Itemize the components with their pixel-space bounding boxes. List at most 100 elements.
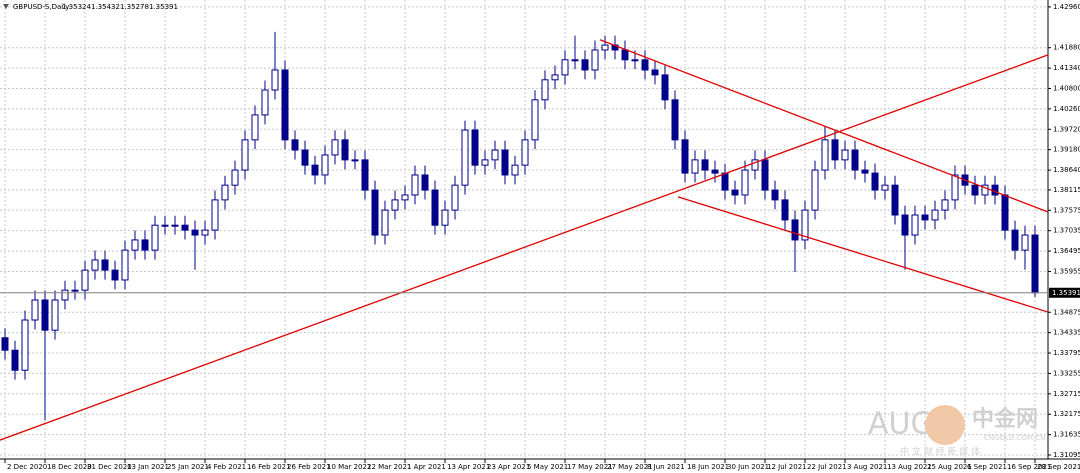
symbol: GBPUSD-S,Daily xyxy=(13,3,69,11)
y-tick-label: 1.33255 xyxy=(1053,369,1080,377)
x-tick-label: 13 Apr 2021 xyxy=(447,463,490,471)
x-tick-label: 17 May 2021 xyxy=(567,463,613,471)
candle-body xyxy=(601,44,609,51)
y-tick-label: 1.41340 xyxy=(1053,64,1080,72)
trendline xyxy=(599,39,1049,213)
candle-body xyxy=(701,159,709,171)
candle-body xyxy=(281,69,289,141)
x-tick-label: 26 Feb 2021 xyxy=(287,463,331,471)
x-tick-label: 6 Sep 2021 xyxy=(967,463,1007,471)
candle-body xyxy=(631,59,639,62)
candle-body xyxy=(421,174,429,191)
x-tick-label: 22 Mar 2021 xyxy=(367,463,411,471)
candle-body xyxy=(501,149,509,176)
y-tick-label: 1.38115 xyxy=(1053,186,1080,194)
header-value: 1.35278 xyxy=(120,3,149,11)
candle-body xyxy=(71,289,79,292)
x-tick-label: 8 Jun 2021 xyxy=(647,463,685,471)
candle-body xyxy=(121,249,129,281)
x-tick-label: 2 Dec 2020 xyxy=(7,463,47,471)
y-tick-label: 1.42960 xyxy=(1053,3,1080,11)
x-tick-label: 5 May 2021 xyxy=(527,463,568,471)
x-tick-label: 25 Aug 2021 xyxy=(927,463,972,471)
candle-body xyxy=(391,199,399,211)
candle-body xyxy=(561,59,569,76)
candle-body xyxy=(901,214,909,236)
candle-body xyxy=(231,169,239,186)
candle-body xyxy=(921,214,929,221)
candle-body xyxy=(751,159,759,171)
y-tick-label: 1.32175 xyxy=(1053,410,1080,418)
candle-body xyxy=(341,139,349,161)
y-tick-label: 1.37575 xyxy=(1053,206,1080,214)
y-tick-label: 1.33795 xyxy=(1053,349,1080,357)
candle-body xyxy=(331,139,339,156)
candle-body xyxy=(201,229,209,236)
x-tick-label: 18 Dec 2020 xyxy=(47,463,92,471)
candle-body xyxy=(841,149,849,161)
y-tick-label: 1.39720 xyxy=(1053,125,1080,133)
x-tick-label: 12 Jul 2021 xyxy=(767,463,807,471)
candle-body xyxy=(711,169,719,174)
candle-body xyxy=(401,194,409,201)
candle-body xyxy=(1031,234,1039,294)
candle-body xyxy=(131,239,139,251)
last-price-box xyxy=(1049,287,1080,298)
candle-body xyxy=(461,129,469,186)
x-tick-label: 1 Apr 2021 xyxy=(407,463,446,471)
candle-body xyxy=(471,129,479,166)
candle-body xyxy=(351,159,359,162)
candle-body xyxy=(21,319,29,371)
x-tick-label: 22 Jul 2021 xyxy=(807,463,847,471)
candle-body xyxy=(31,299,39,321)
candle-body xyxy=(911,214,919,236)
candle-body xyxy=(881,184,889,191)
candle-body xyxy=(771,189,779,201)
candle-body xyxy=(51,299,59,331)
candle-body xyxy=(691,159,699,174)
x-tick-label: 27 May 2021 xyxy=(607,463,653,471)
candle-body xyxy=(581,59,589,71)
candle-body xyxy=(211,199,219,231)
candle-body xyxy=(431,189,439,226)
candle-body xyxy=(971,184,979,196)
candle-body xyxy=(151,224,159,251)
y-tick-label: 1.40800 xyxy=(1053,84,1080,92)
candle-body xyxy=(111,269,119,281)
y-tick-label: 1.34875 xyxy=(1053,308,1080,316)
x-tick-label: 3 Aug 2021 xyxy=(847,463,887,471)
candle-body xyxy=(981,184,989,196)
watermark-slogan: 中 文 财 经 新 媒 体 xyxy=(900,446,980,458)
header-value: 1.35391 xyxy=(149,3,178,11)
candle-body xyxy=(721,172,729,191)
trendline xyxy=(0,54,1049,441)
candle-body xyxy=(141,239,149,251)
candle-body xyxy=(731,189,739,196)
candle-body xyxy=(851,149,859,171)
candle-body xyxy=(781,199,789,221)
y-tick-label: 1.32715 xyxy=(1053,390,1080,398)
x-tick-label: 10 Mar 2021 xyxy=(327,463,371,471)
candle-body xyxy=(1021,234,1029,251)
candle-body xyxy=(891,184,899,216)
candle-body xyxy=(181,224,189,231)
candle-body xyxy=(451,184,459,211)
candle-body xyxy=(171,224,179,227)
candle-body xyxy=(321,154,329,176)
y-tick-label: 1.36495 xyxy=(1053,247,1080,255)
candle-body xyxy=(831,139,839,161)
candle-body xyxy=(641,59,649,71)
x-tick-label: 18 Jun 2021 xyxy=(687,463,729,471)
candle-body xyxy=(441,209,449,226)
candle-body xyxy=(671,99,679,141)
candle-body xyxy=(61,289,69,301)
y-tick-label: 1.35955 xyxy=(1053,267,1080,275)
header-value: 1.35324 xyxy=(62,3,91,11)
y-tick-label: 1.31095 xyxy=(1053,451,1080,459)
candle-body xyxy=(381,209,389,236)
x-tick-label: 25 Jan 2021 xyxy=(167,463,209,471)
watermark-brand: AUG xyxy=(868,407,934,442)
candle-body xyxy=(511,164,519,176)
